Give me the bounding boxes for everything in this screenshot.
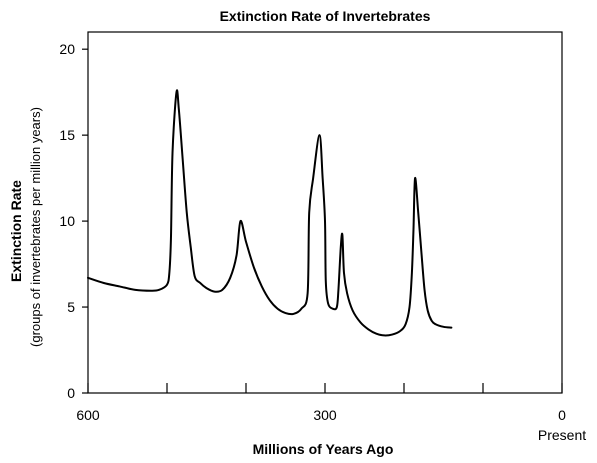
- y-tick-label-10: 10: [59, 213, 75, 229]
- y-tick-label-0: 0: [67, 385, 75, 401]
- y-axis-ticks: 0 5 10 15 20: [59, 41, 88, 401]
- y-tick-label-20: 20: [59, 41, 75, 57]
- x-tick-label-0: 0: [558, 407, 566, 423]
- y-tick-label-5: 5: [67, 299, 75, 315]
- x-tick-label-300: 300: [313, 407, 337, 423]
- x-axis-ticks: 600 300 0: [76, 383, 566, 423]
- y-tick-label-15: 15: [59, 127, 75, 143]
- y-axis-label-sub: (groups of invertebrates per million yea…: [28, 107, 43, 347]
- x-axis-end-note: Present: [538, 427, 586, 443]
- y-axis-label: Extinction Rate (groups of invertebrates…: [8, 107, 43, 347]
- x-axis-label: Millions of Years Ago: [253, 441, 394, 457]
- y-axis-label-main: Extinction Rate: [8, 180, 24, 282]
- x-tick-label-600: 600: [76, 407, 100, 423]
- series-line-extinction-rate: [87, 89, 453, 337]
- chart-title: Extinction Rate of Invertebrates: [220, 8, 431, 24]
